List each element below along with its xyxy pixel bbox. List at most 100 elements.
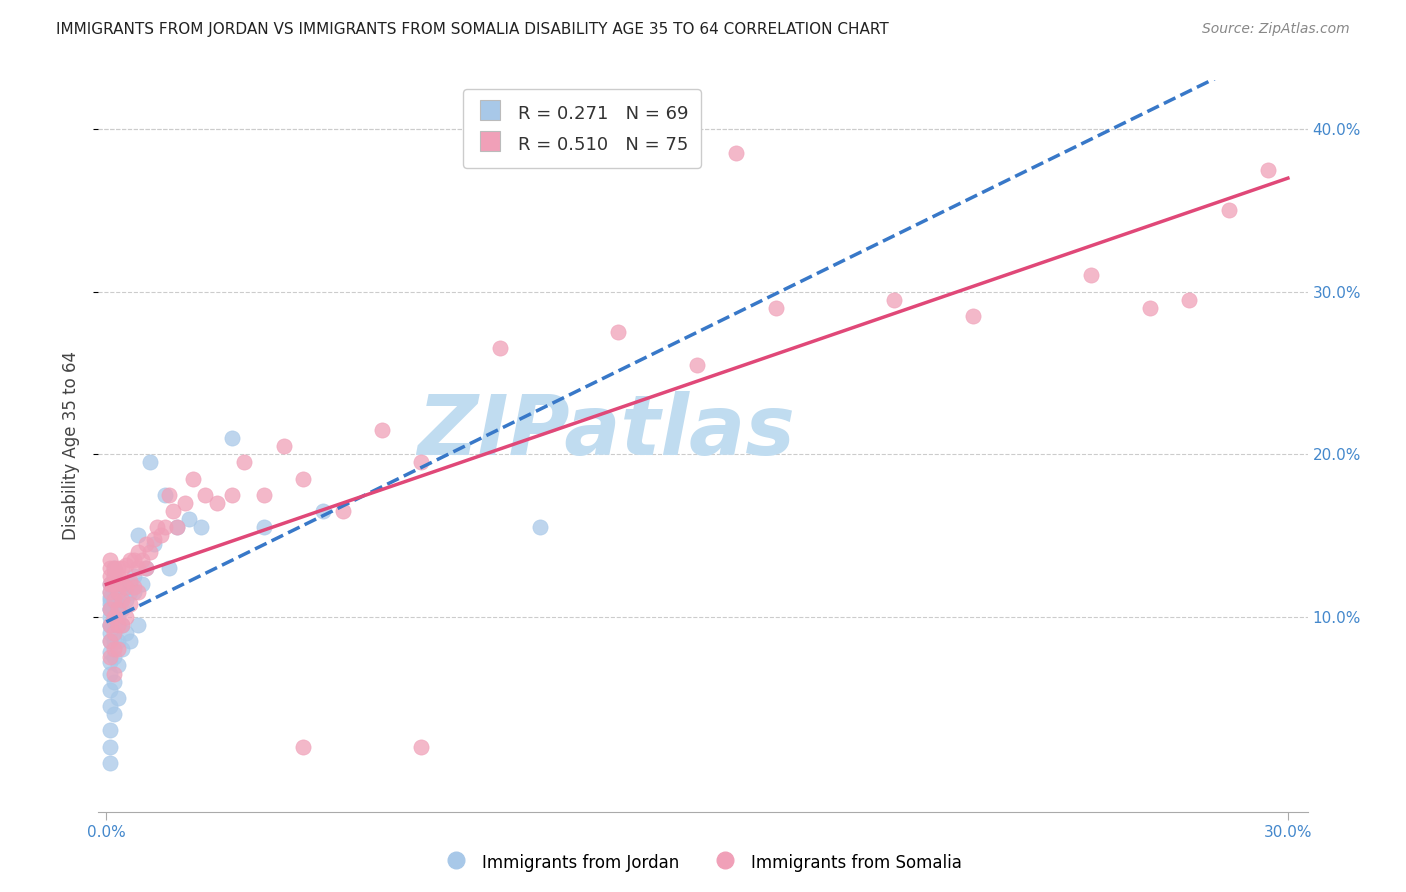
Point [118, 585, 141, 599]
Point [98, 682, 121, 697]
Point [725, 146, 748, 161]
Point [115, 626, 138, 640]
Point [155, 520, 177, 534]
Point [98, 577, 121, 591]
Point [103, 626, 125, 640]
Point [118, 634, 141, 648]
Point [962, 309, 984, 323]
Point [155, 488, 177, 502]
Point [118, 553, 141, 567]
Point [312, 504, 335, 518]
Point [107, 601, 129, 615]
Point [111, 581, 134, 595]
Point [98, 569, 121, 583]
Point [138, 455, 160, 469]
Point [98, 585, 121, 599]
Point [98, 601, 121, 615]
Point [292, 471, 315, 485]
Point [107, 585, 129, 599]
Point [98, 666, 121, 681]
Point [162, 504, 184, 518]
Point [1218, 203, 1240, 218]
Point [98, 597, 121, 611]
Point [166, 520, 188, 534]
Point [127, 528, 149, 542]
Point [142, 536, 165, 550]
Point [135, 536, 157, 550]
Point [103, 609, 125, 624]
Point [411, 455, 433, 469]
Point [273, 439, 295, 453]
Point [253, 488, 276, 502]
Point [111, 577, 134, 591]
Point [107, 658, 129, 673]
Point [111, 601, 134, 615]
Point [98, 626, 121, 640]
Point [107, 561, 129, 575]
Text: Source: ZipAtlas.com: Source: ZipAtlas.com [1202, 22, 1350, 37]
Point [98, 699, 121, 714]
Point [181, 471, 204, 485]
Point [98, 756, 121, 770]
Point [98, 590, 121, 604]
Point [205, 496, 228, 510]
Point [122, 569, 145, 583]
Point [765, 301, 787, 315]
Legend: Immigrants from Jordan, Immigrants from Somalia: Immigrants from Jordan, Immigrants from … [437, 846, 969, 880]
Point [103, 569, 125, 583]
Point [122, 581, 145, 595]
Point [98, 723, 121, 738]
Legend: R = 0.271   N = 69, R = 0.510   N = 75: R = 0.271 N = 69, R = 0.510 N = 75 [464, 89, 700, 168]
Point [111, 593, 134, 607]
Point [107, 593, 129, 607]
Point [253, 520, 276, 534]
Point [98, 585, 121, 599]
Point [111, 561, 134, 575]
Point [194, 488, 217, 502]
Point [115, 558, 138, 572]
Point [98, 617, 121, 632]
Point [157, 488, 180, 502]
Point [103, 707, 125, 722]
Point [166, 520, 188, 534]
Point [135, 561, 157, 575]
Point [98, 601, 121, 615]
Point [103, 666, 125, 681]
Point [103, 674, 125, 689]
Point [332, 504, 354, 518]
Point [190, 520, 212, 534]
Point [107, 601, 129, 615]
Point [686, 358, 709, 372]
Point [177, 512, 200, 526]
Point [103, 642, 125, 657]
Point [107, 617, 129, 632]
Point [411, 739, 433, 754]
Point [127, 617, 149, 632]
Point [98, 617, 121, 632]
Point [607, 325, 630, 339]
Point [489, 342, 512, 356]
Point [103, 585, 125, 599]
Point [107, 569, 129, 583]
Point [98, 601, 121, 615]
Point [103, 609, 125, 624]
Text: ZIPatlas: ZIPatlas [418, 391, 796, 472]
Point [118, 574, 141, 588]
Point [103, 561, 125, 575]
Point [221, 431, 243, 445]
Point [103, 601, 125, 615]
Point [157, 561, 180, 575]
Point [98, 634, 121, 648]
Point [98, 634, 121, 648]
Point [150, 528, 173, 542]
Point [131, 577, 153, 591]
Point [127, 561, 149, 575]
Text: IMMIGRANTS FROM JORDAN VS IMMIGRANTS FROM SOMALIA DISABILITY AGE 35 TO 64 CORREL: IMMIGRANTS FROM JORDAN VS IMMIGRANTS FRO… [56, 22, 889, 37]
Point [98, 650, 121, 665]
Point [127, 544, 149, 558]
Point [115, 609, 138, 624]
Point [131, 553, 153, 567]
Point [221, 488, 243, 502]
Point [111, 617, 134, 632]
Point [118, 577, 141, 591]
